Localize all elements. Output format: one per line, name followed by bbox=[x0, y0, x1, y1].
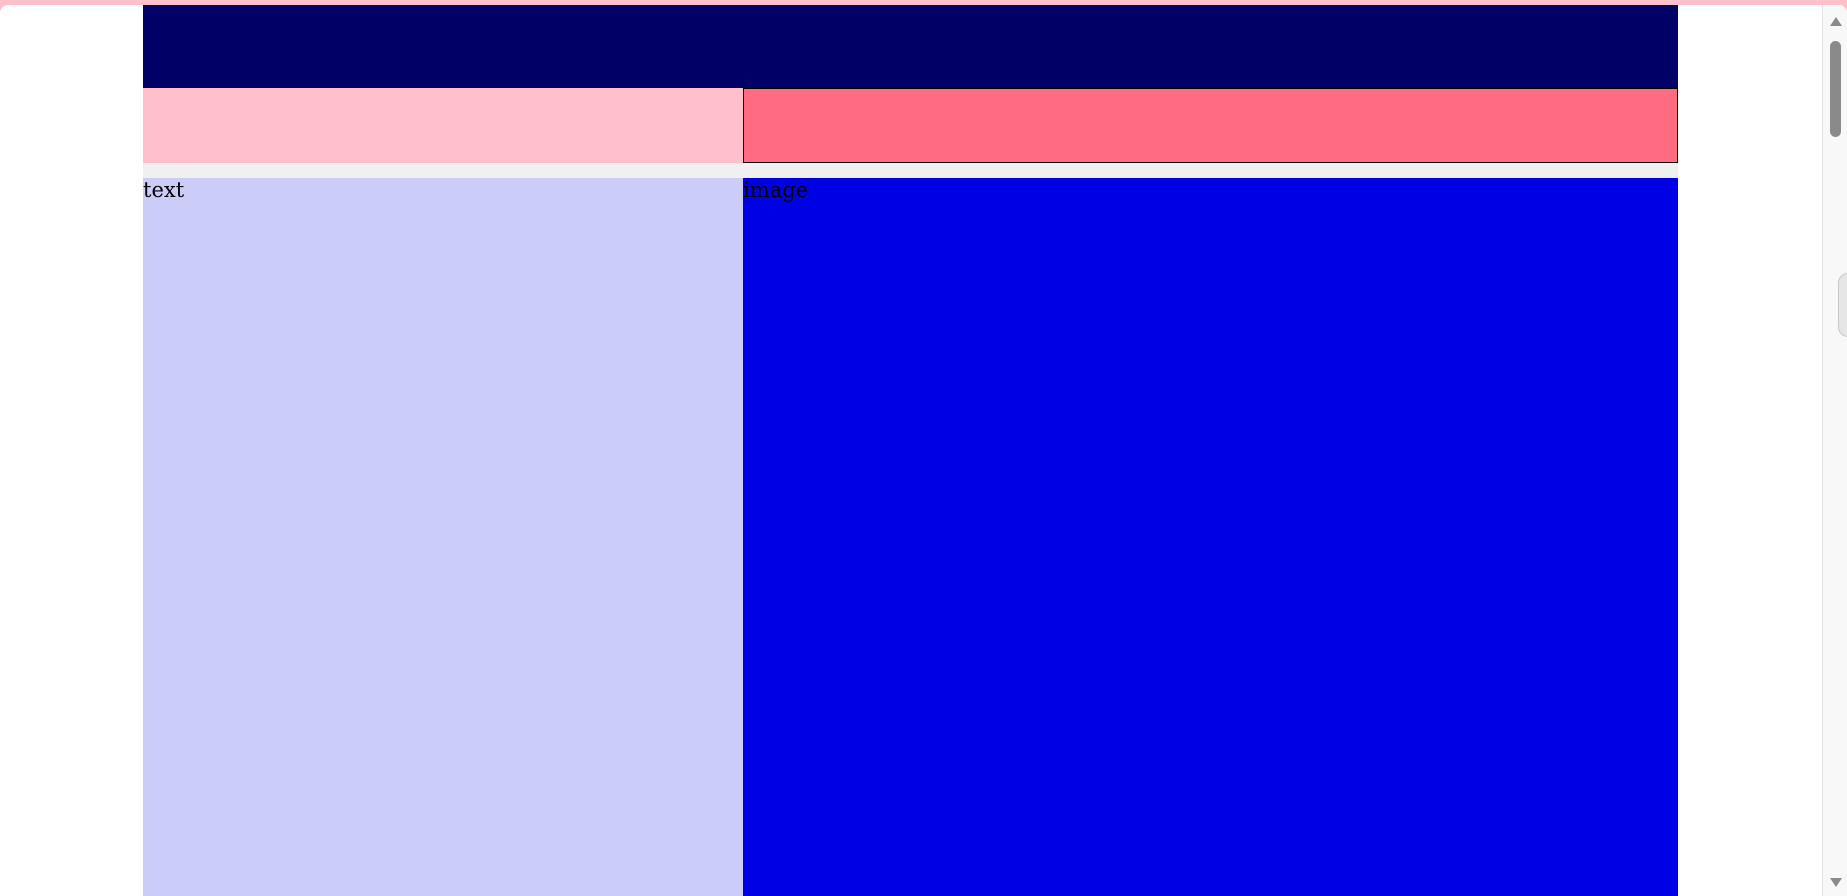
side-panel-handle[interactable] bbox=[1838, 273, 1847, 337]
scrollbar-thumb[interactable] bbox=[1830, 41, 1841, 137]
layout-page: text image bbox=[143, 5, 1678, 896]
text-panel-label: text bbox=[143, 178, 185, 202]
image-panel: image bbox=[743, 178, 1678, 896]
scroll-down-arrow-icon[interactable] bbox=[1830, 878, 1842, 887]
browser-viewport: text image bbox=[0, 5, 1847, 896]
image-panel-label: image bbox=[743, 178, 809, 202]
vertical-scrollbar[interactable] bbox=[1822, 5, 1847, 896]
nav-right-block bbox=[743, 88, 1678, 163]
header-bar bbox=[143, 5, 1678, 88]
nav-left-block bbox=[143, 88, 743, 163]
text-panel: text bbox=[143, 178, 743, 896]
scroll-up-arrow-icon[interactable] bbox=[1830, 17, 1842, 26]
